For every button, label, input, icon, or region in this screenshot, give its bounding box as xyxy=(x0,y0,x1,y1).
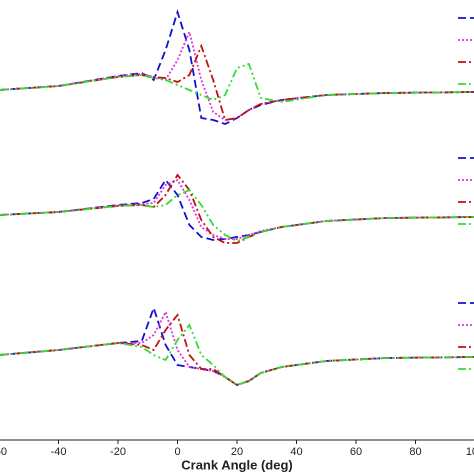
series-line xyxy=(0,173,474,244)
x-tick-label: 0 xyxy=(174,446,180,458)
x-tick-label: -20 xyxy=(110,446,126,458)
x-tick-label: -60 xyxy=(0,446,7,458)
series-line xyxy=(0,178,474,240)
x-tick-label: -40 xyxy=(51,446,67,458)
series-line xyxy=(0,29,474,121)
series-line xyxy=(0,43,474,122)
series-line xyxy=(0,188,474,242)
x-tick-label: 60 xyxy=(350,446,362,458)
series-line xyxy=(0,62,474,103)
series-line xyxy=(0,305,474,386)
series-line xyxy=(0,309,474,386)
series-line xyxy=(0,323,474,386)
x-tick-label: 100 xyxy=(466,446,474,458)
series-line xyxy=(0,8,474,125)
series-line xyxy=(0,313,474,386)
x-tick-label: 80 xyxy=(409,446,421,458)
x-tick-label: 40 xyxy=(290,446,302,458)
x-tick-label: 20 xyxy=(231,446,243,458)
x-axis-label: Crank Angle (deg) xyxy=(181,457,292,472)
